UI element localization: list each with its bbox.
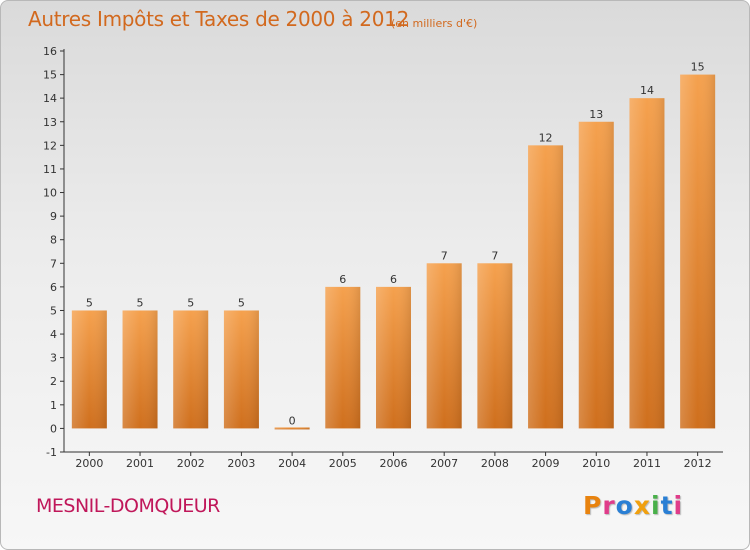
logo-letter: x	[633, 491, 651, 520]
x-tick-label: 2001	[126, 457, 154, 470]
logo-letter: o	[615, 491, 634, 520]
y-tick-label: 1	[50, 399, 57, 412]
bar-value-label: 14	[640, 84, 654, 97]
logo-letter: t	[660, 491, 674, 520]
x-tick-label: 2005	[329, 457, 357, 470]
y-tick-label: 10	[43, 187, 57, 200]
y-tick-label: 0	[50, 422, 57, 435]
bar-value-label: 6	[390, 273, 397, 286]
x-tick-label: 2006	[380, 457, 408, 470]
bar-value-label: 15	[691, 61, 705, 74]
x-tick-label: 2004	[278, 457, 306, 470]
y-tick-label: 8	[50, 234, 57, 247]
y-tick-label: 3	[50, 352, 57, 365]
bar-value-label: 6	[339, 273, 346, 286]
bar-value-label: 13	[589, 108, 603, 121]
y-tick-label: -1	[46, 446, 57, 459]
bar-shading	[325, 286, 361, 429]
y-tick-label: 15	[43, 69, 57, 82]
logo-letter: i	[673, 491, 684, 520]
bar-shading	[223, 310, 259, 429]
logo-letter: r	[602, 491, 616, 520]
bar-shading	[173, 310, 209, 429]
y-tick-label: 6	[50, 281, 57, 294]
x-tick-label: 2011	[633, 457, 661, 470]
bar-value-label: 7	[441, 249, 448, 262]
bar-shading	[680, 74, 716, 429]
bar-shading	[122, 310, 158, 429]
bar-value-label: 7	[491, 249, 498, 262]
bar-value-label: 0	[289, 414, 296, 427]
x-tick-label: 2002	[177, 457, 205, 470]
x-tick-label: 2008	[481, 457, 509, 470]
y-tick-label: 2	[50, 375, 57, 388]
proxiti-logo: Proxiti	[583, 491, 683, 520]
x-tick-label: 2010	[582, 457, 610, 470]
bar-shading	[629, 98, 665, 429]
bar-value-label: 5	[187, 296, 194, 309]
x-tick-label: 2009	[532, 457, 560, 470]
bar-shading	[528, 145, 564, 429]
unit-note: (en milliers d'€)	[391, 17, 478, 30]
y-tick-label: 4	[50, 328, 57, 341]
y-tick-label: 7	[50, 257, 57, 270]
y-tick-label: 16	[43, 45, 57, 58]
chart-title: Autres Impôts et Taxes de 2000 à 2012	[28, 7, 409, 31]
y-tick-label: 11	[43, 163, 57, 176]
y-tick-label: 5	[50, 304, 57, 317]
x-tick-label: 2003	[227, 457, 255, 470]
bar-shading	[578, 121, 614, 429]
bar-shading	[477, 263, 513, 429]
x-tick-label: 2012	[684, 457, 712, 470]
x-tick-label: 2000	[75, 457, 103, 470]
x-tick-label: 2007	[430, 457, 458, 470]
bar-shading	[426, 263, 462, 429]
y-tick-label: 13	[43, 116, 57, 129]
bar-value-label: 5	[238, 296, 245, 309]
logo-letter: i	[651, 491, 661, 520]
bar-shading	[71, 310, 107, 429]
logo-letter: P	[583, 491, 603, 520]
commune-name: MESNIL-DOMQUEUR	[36, 495, 220, 517]
bar-shading	[274, 427, 310, 430]
y-tick-label: 9	[50, 210, 57, 223]
bar-value-label: 5	[86, 296, 93, 309]
bar-value-label: 5	[137, 296, 144, 309]
bar-shading	[376, 286, 411, 429]
y-tick-label: 14	[43, 92, 57, 105]
y-tick-label: 12	[43, 139, 57, 152]
bar-value-label: 12	[539, 131, 553, 144]
